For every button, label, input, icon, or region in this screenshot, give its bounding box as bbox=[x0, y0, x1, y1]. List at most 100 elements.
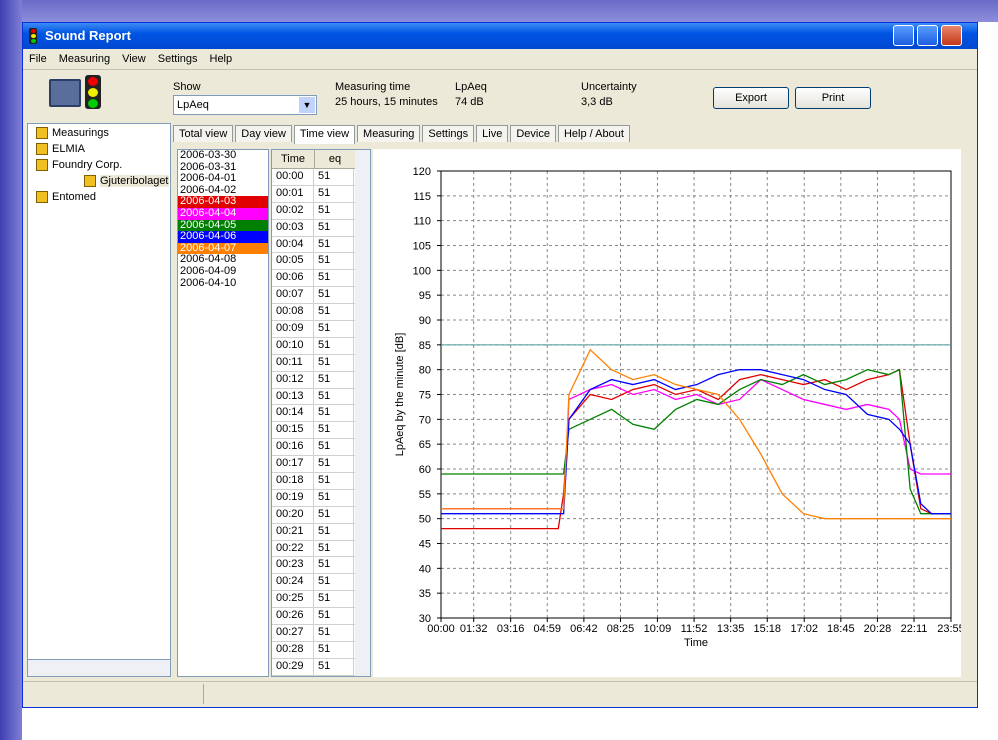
table-cell: 51 bbox=[314, 489, 354, 506]
tree-item[interactable]: ELMIA bbox=[28, 142, 170, 156]
table-cell: 00:19 bbox=[272, 489, 314, 506]
x-tick-label: 11:52 bbox=[681, 623, 708, 635]
tab[interactable]: Settings bbox=[422, 125, 475, 142]
date-item[interactable]: 2006-04-05 bbox=[178, 219, 268, 232]
tree-item[interactable]: Gjuteribolaget bbox=[28, 174, 170, 188]
table-cell: 00:20 bbox=[272, 506, 314, 523]
print-button[interactable]: Print bbox=[795, 87, 871, 109]
table-cell: 51 bbox=[314, 473, 354, 489]
label: Measuring time bbox=[335, 81, 411, 93]
x-tick-label: 04:59 bbox=[533, 623, 561, 635]
x-tick-label: 06:42 bbox=[570, 623, 598, 635]
table-row: 00:01 51 bbox=[272, 185, 370, 203]
tab[interactable]: Total view bbox=[173, 125, 234, 142]
date-item[interactable]: 2006-04-07 bbox=[178, 242, 268, 255]
table-cell: 00:18 bbox=[272, 473, 314, 489]
y-tick-label: 115 bbox=[413, 191, 431, 203]
date-item[interactable]: 2006-04-04 bbox=[178, 207, 268, 220]
date-item[interactable]: 2006-04-08 bbox=[180, 253, 237, 266]
table-cell: 00:27 bbox=[272, 625, 314, 641]
y-tick-label: 90 bbox=[419, 315, 431, 327]
tab[interactable]: Time view bbox=[293, 125, 356, 144]
date-item[interactable]: 2006-04-10 bbox=[180, 276, 237, 289]
date-item[interactable]: 2006-04-03 bbox=[178, 196, 268, 208]
menu-item[interactable]: File bbox=[29, 53, 47, 65]
x-tick-label: 13:35 bbox=[717, 623, 745, 635]
close-button[interactable] bbox=[941, 25, 962, 46]
table-cell: 00:00 bbox=[272, 169, 314, 185]
table-header: Time eq bbox=[272, 150, 370, 169]
date-item[interactable]: 2006-04-09 bbox=[180, 264, 237, 277]
y-tick-label: 45 bbox=[419, 539, 431, 551]
x-tick-label: 22:11 bbox=[901, 623, 928, 635]
tab[interactable]: Device bbox=[510, 125, 556, 142]
table-cell: 51 bbox=[314, 574, 354, 591]
minimize-button[interactable] bbox=[893, 25, 914, 46]
table-cell: 00:10 bbox=[272, 337, 314, 354]
tab-strip: Total view Day view Time view Measuring Sett… bbox=[173, 125, 632, 144]
tab[interactable]: Help / About bbox=[557, 125, 630, 142]
table-cell: 00:09 bbox=[272, 321, 314, 337]
show-dropdown[interactable]: LpAeq ▼ bbox=[173, 95, 317, 115]
table-row: 00:3051 bbox=[272, 675, 370, 676]
column-header: Time bbox=[272, 150, 315, 168]
label: LpAeq bbox=[455, 81, 487, 93]
tree-item[interactable]: Foundry Corp. bbox=[28, 158, 170, 172]
table-cell: 51 bbox=[314, 422, 354, 439]
table-cell: 00:02 bbox=[272, 202, 314, 219]
scrollbar[interactable] bbox=[355, 150, 370, 676]
date-item[interactable]: 2006-04-06 bbox=[178, 231, 268, 243]
tree-view: Measurings ELMIA Foundry Corp. Gjuteribolag… bbox=[27, 123, 171, 677]
table-row: 00:00 51 bbox=[272, 169, 370, 186]
table-cell: 00:03 bbox=[272, 219, 314, 236]
tab[interactable]: Live bbox=[476, 125, 509, 142]
background bbox=[0, 0, 22, 740]
table-cell: 51 bbox=[314, 321, 354, 337]
table-cell: 00:05 bbox=[272, 253, 314, 270]
table-cell: 51 bbox=[314, 456, 354, 473]
x-tick-label: 17:02 bbox=[790, 623, 818, 635]
app-icon bbox=[29, 28, 37, 44]
table-cell: 00:13 bbox=[272, 388, 314, 405]
date-item[interactable]: 2006-04-02 bbox=[180, 183, 237, 196]
export-button[interactable]: Export bbox=[713, 87, 789, 109]
table-cell: 51 bbox=[314, 608, 354, 625]
table-row: 00:15 51 bbox=[272, 422, 370, 440]
title-bar: Sound Report bbox=[23, 23, 977, 49]
y-axis-label: LpAeq by the minute [dB] bbox=[394, 333, 406, 457]
data-table: Time eq 00:00 51 00:01 51 00:02 51 00:03 51 00:04 5… bbox=[271, 149, 371, 677]
folder-icon bbox=[84, 175, 96, 187]
date-item[interactable]: 2006-03-30 bbox=[180, 149, 237, 161]
tab[interactable]: Measuring bbox=[357, 125, 421, 142]
y-tick-label: 105 bbox=[413, 241, 431, 253]
table-row: 00:20 51 bbox=[272, 506, 370, 524]
scrollbar[interactable] bbox=[27, 659, 171, 677]
menu-item[interactable]: View bbox=[122, 53, 146, 65]
y-tick-label: 55 bbox=[419, 489, 431, 501]
maximize-button[interactable] bbox=[917, 25, 938, 46]
table-cell: 51 bbox=[314, 625, 354, 641]
y-tick-label: 80 bbox=[419, 365, 431, 377]
date-item[interactable]: 2006-03-31 bbox=[180, 160, 237, 173]
traffic-light-icon bbox=[85, 75, 101, 109]
table-cell: 51 bbox=[314, 169, 354, 185]
table-cell: 00:16 bbox=[272, 439, 314, 456]
menu-item[interactable]: Help bbox=[209, 53, 233, 65]
table-row: 00:26 51 bbox=[272, 608, 370, 626]
table-cell: 51 bbox=[314, 439, 354, 456]
x-tick-label: 15:18 bbox=[753, 623, 781, 635]
table-row: 00:05 51 bbox=[272, 253, 370, 271]
menu-item[interactable]: Measuring bbox=[58, 53, 111, 65]
menu-item[interactable]: Settings bbox=[157, 53, 198, 65]
tree-item[interactable]: Measurings bbox=[28, 126, 170, 140]
table-row: 00:09 51 bbox=[272, 321, 370, 338]
date-list: 2006-03-30 2006-03-31 2006-04-01 2006-04-02… bbox=[177, 149, 269, 677]
x-tick-label: 00:00 bbox=[427, 623, 455, 635]
tree-item[interactable]: Entomed bbox=[28, 190, 170, 204]
tab[interactable]: Day view bbox=[235, 125, 292, 142]
table-row: 00:11 51 bbox=[272, 354, 370, 372]
table-cell: 00:04 bbox=[272, 236, 314, 253]
tree-label: Foundry Corp. bbox=[52, 159, 123, 171]
date-item[interactable]: 2006-04-01 bbox=[180, 172, 237, 185]
